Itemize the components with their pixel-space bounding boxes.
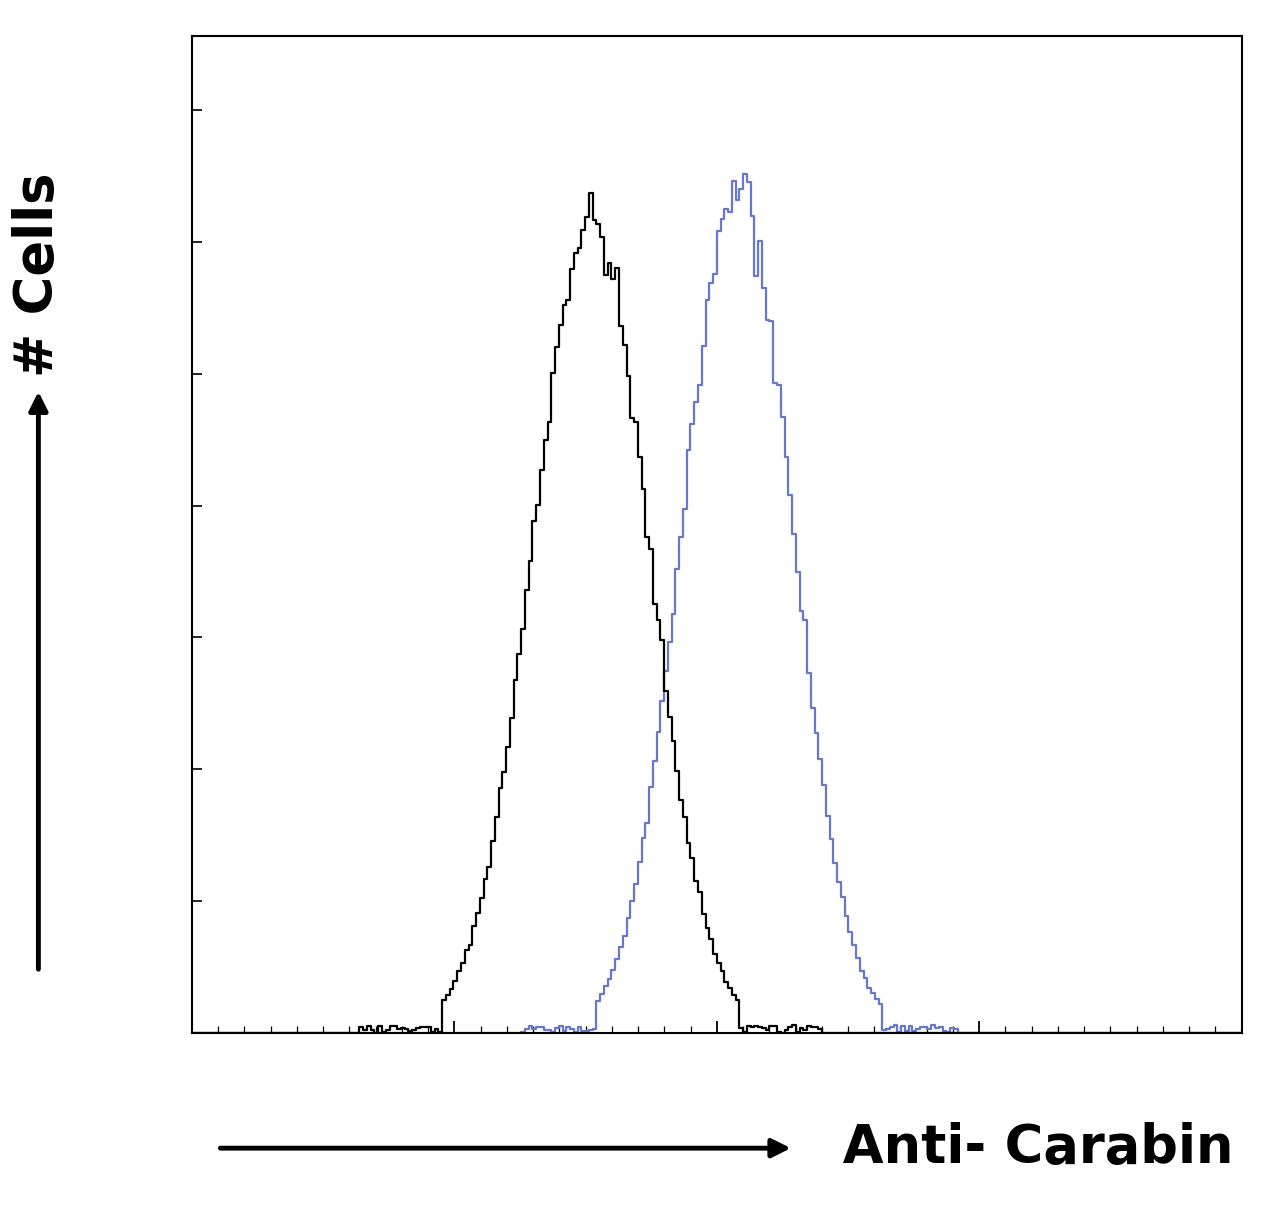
Text: # Cells: # Cells: [13, 173, 64, 377]
Text: Anti- Carabin: Anti- Carabin: [806, 1123, 1234, 1174]
